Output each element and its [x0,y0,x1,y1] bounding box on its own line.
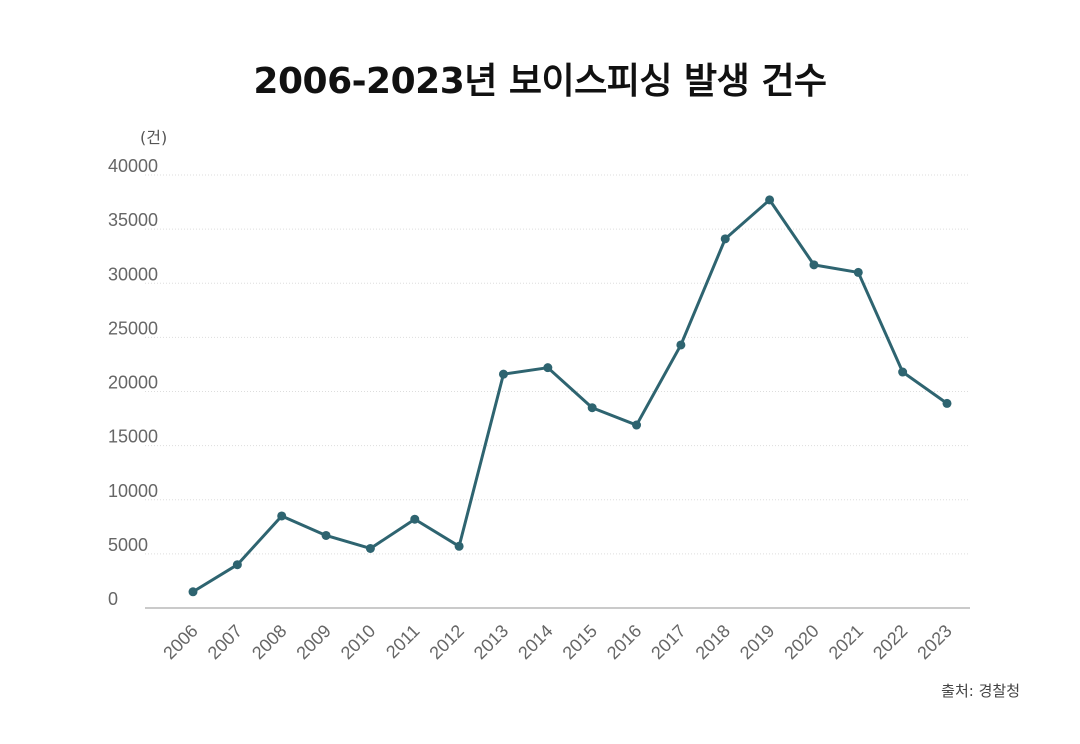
y-tick-label: 35000 [108,210,158,230]
data-point [277,511,287,521]
series-line [192,198,948,594]
y-tick-label: 10000 [108,481,158,501]
x-tick-label: 2011 [382,621,424,663]
data-point [454,541,464,551]
data-point [498,369,508,379]
data-point [587,403,597,413]
data-point [543,363,553,373]
x-tick-label: 2018 [692,621,734,663]
x-tick-label: 2022 [869,621,911,663]
data-point [898,367,908,377]
y-tick-label: 15000 [108,427,158,447]
y-tick-label: 5000 [108,535,148,555]
data-point [188,587,198,597]
data-point [410,514,420,524]
y-tick-label: 40000 [108,156,158,176]
x-tick-label: 2008 [248,621,290,663]
y-tick-label: 30000 [108,264,158,284]
x-tick-label: 2021 [825,621,867,663]
x-tick-label: 2015 [559,621,601,663]
y-axis-unit-label: (건) [140,128,168,147]
data-point [942,398,952,408]
data-point [676,340,686,350]
x-tick-label: 2012 [425,621,467,663]
data-point [321,530,331,540]
chart-title: 2006-2023년 보이스피싱 발생 건수 [253,61,827,102]
data-point [232,560,242,570]
data-point [809,260,819,270]
x-tick-label: 2023 [913,621,955,663]
y-tick-label: 0 [108,589,118,609]
x-tick-label: 2016 [603,621,645,663]
y-tick-label: 20000 [108,373,158,393]
source-note: 출처: 경찰청 [941,682,1020,700]
data-point [853,267,863,277]
x-tick-label: 2013 [470,621,512,663]
x-tick-label: 2017 [647,621,689,663]
data-point [365,543,375,553]
x-tick-label: 2006 [159,621,201,663]
x-tick-label: 2007 [204,621,246,663]
x-tick-label: 2010 [337,621,379,663]
data-point [632,420,642,430]
x-tick-label: 2014 [514,621,556,663]
data-point [765,195,775,205]
x-tick-label: 2009 [292,621,334,663]
y-tick-label: 25000 [108,318,158,338]
x-tick-label: 2019 [736,621,778,663]
x-tick-label: 2020 [780,621,822,663]
data-point [720,234,730,244]
